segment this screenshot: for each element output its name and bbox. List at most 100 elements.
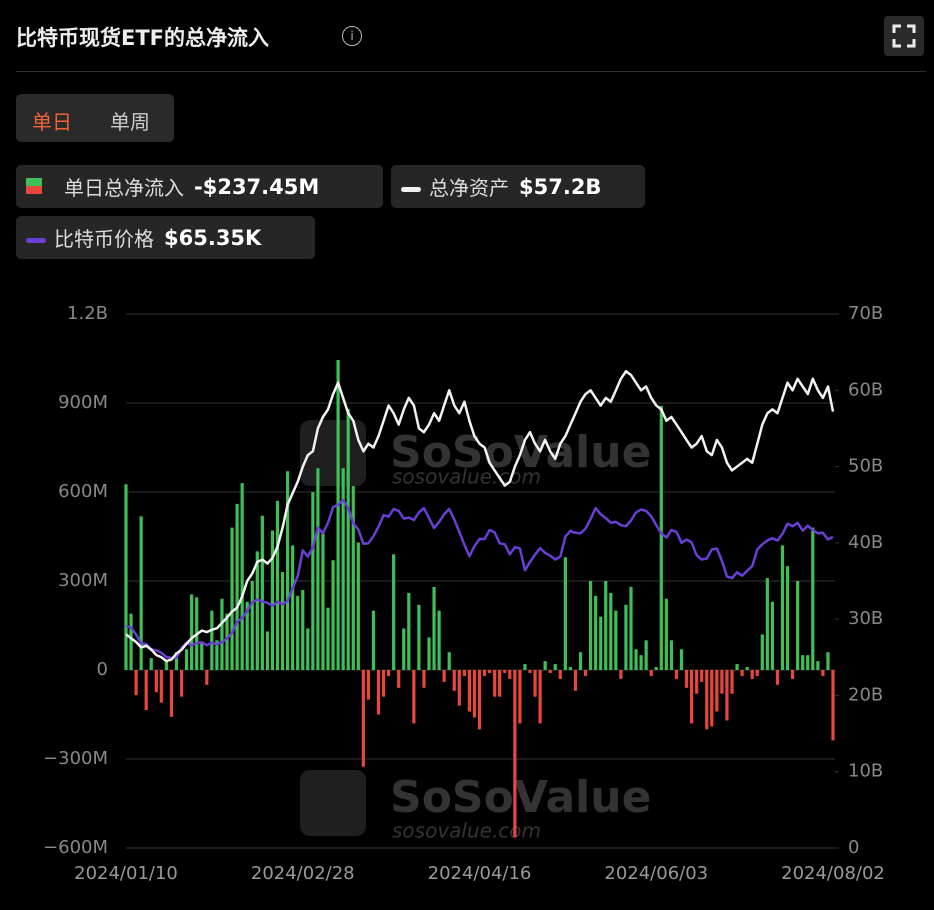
legend-item[interactable]: 单日总净流入 -$237.45M (16, 165, 383, 208)
bar (679, 649, 684, 670)
bar (477, 670, 482, 730)
bar (215, 640, 219, 670)
legend-item[interactable]: 比特币价格 $65.35K (16, 216, 315, 259)
bar (543, 661, 547, 670)
bar (725, 670, 729, 721)
bar (624, 604, 628, 670)
bar (745, 667, 749, 670)
bar (553, 664, 557, 670)
bar (780, 545, 785, 670)
bar (270, 530, 275, 670)
bar (644, 640, 648, 670)
bar (200, 643, 204, 670)
bar (750, 670, 754, 679)
y-tick-label: 0 (97, 659, 108, 680)
tabs: 单日 单周 (16, 94, 174, 142)
bar (331, 560, 335, 670)
bar (230, 527, 234, 670)
watermark-logo (300, 770, 366, 836)
bar (220, 598, 224, 670)
bar (250, 581, 254, 670)
tab[interactable]: 单周 (110, 110, 150, 134)
title: 比特币现货ETF的总净流入 (16, 26, 270, 50)
bar (735, 664, 739, 670)
bar (417, 604, 421, 670)
bar (260, 515, 264, 670)
bar (503, 670, 507, 673)
y-tick-label: 1.2B (67, 303, 108, 324)
legend-label: 比特币价格 (54, 227, 154, 251)
bar (457, 670, 461, 706)
x-tick-label: 2024/06/03 (604, 863, 708, 884)
bar (634, 649, 638, 670)
bar (124, 484, 128, 670)
bar (321, 533, 325, 670)
bar (796, 581, 800, 670)
bar (179, 670, 184, 697)
bar (715, 670, 719, 712)
bar (806, 655, 810, 670)
bar (134, 670, 138, 696)
legend-item[interactable]: 总净资产 $57.2B (391, 165, 645, 208)
bar (513, 670, 517, 838)
bar (174, 652, 179, 670)
bar (291, 545, 295, 670)
bar (326, 607, 330, 670)
bar (730, 670, 734, 694)
bar (609, 592, 613, 670)
legend-label: 总净资产 (429, 176, 509, 200)
divider (16, 71, 926, 72)
watermark: sosovalue.com (392, 465, 541, 489)
bar (235, 503, 239, 670)
bar (301, 589, 305, 670)
bar (437, 610, 441, 670)
bar (720, 670, 724, 694)
bar (538, 670, 542, 724)
tab-active[interactable]: 单日 (32, 110, 72, 134)
legend-icon (26, 226, 46, 250)
bar (639, 655, 643, 670)
bar (412, 670, 416, 724)
bar (488, 670, 492, 673)
line (125, 498, 834, 660)
bar (447, 652, 451, 670)
bar (493, 670, 497, 697)
fullscreen-button[interactable] (884, 16, 924, 56)
bar (225, 613, 229, 670)
bar (442, 670, 446, 682)
bar (594, 595, 598, 670)
bar (518, 670, 522, 724)
bar (770, 601, 774, 670)
bar (669, 640, 673, 670)
bar (695, 670, 699, 694)
bar (619, 670, 623, 679)
bar (311, 492, 315, 670)
bar (558, 670, 562, 679)
info-icon[interactable]: i (342, 26, 362, 46)
bar (427, 637, 431, 670)
bar (563, 557, 567, 670)
bar (210, 610, 214, 670)
bar (371, 610, 376, 670)
bar (381, 670, 386, 697)
fullscreen-icon (892, 24, 916, 48)
bar (422, 670, 426, 688)
bar (821, 670, 825, 676)
bar (154, 670, 158, 693)
y2-tick-label: 50B (848, 456, 883, 477)
bar (296, 595, 300, 670)
bar (407, 592, 411, 670)
legend-value: $65.35K (164, 225, 262, 250)
y2-tick-label: 40B (848, 532, 883, 553)
bar (765, 578, 769, 670)
y-tick-label: 300M (58, 570, 108, 591)
bar (568, 667, 572, 670)
bar (361, 670, 365, 767)
bar (684, 670, 689, 688)
bar (255, 551, 259, 670)
bar (690, 670, 694, 724)
bar (801, 655, 805, 670)
bar (185, 649, 189, 670)
